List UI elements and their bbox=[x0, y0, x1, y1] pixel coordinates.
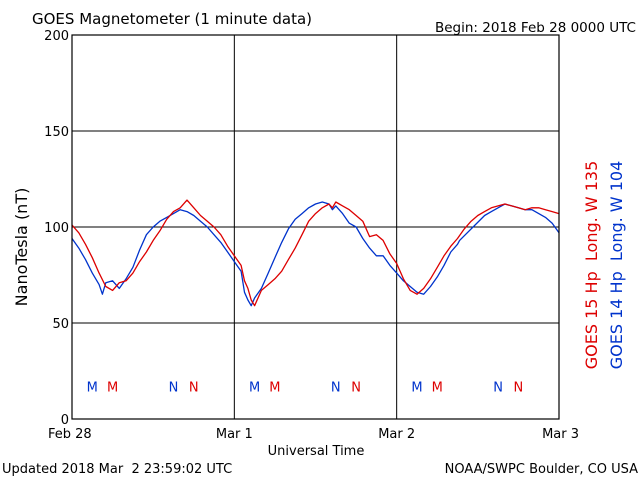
marker-m: M bbox=[432, 380, 443, 395]
marker-m: M bbox=[269, 380, 280, 395]
x-tick-label: Mar 3 bbox=[542, 427, 579, 442]
marker-n: N bbox=[351, 380, 361, 395]
x-tick-labels: Feb 28 Mar 1 Mar 2 Mar 3 bbox=[48, 427, 579, 442]
x-tick-label: Mar 2 bbox=[378, 427, 415, 442]
legend-goes-15: GOES 15 Hp Long. W 135 bbox=[582, 161, 601, 369]
x-tick-label: Mar 1 bbox=[216, 427, 253, 442]
series-line-1 bbox=[71, 199, 560, 307]
chart-title: GOES Magnetometer (1 minute data) bbox=[32, 10, 312, 28]
y-tick-label: 150 bbox=[44, 125, 69, 140]
y-tick-label: 0 bbox=[61, 413, 69, 428]
legend-goes-14: GOES 14 Hp Long. W 104 bbox=[607, 161, 626, 369]
marker-m: M bbox=[87, 380, 98, 395]
updated-timestamp: Updated 2018 Mar 2 23:59:02 UTC bbox=[2, 462, 232, 477]
marker-n: N bbox=[331, 380, 341, 395]
marker-n: N bbox=[189, 380, 199, 395]
begin-time: Begin: 2018 Feb 28 0000 UTC bbox=[435, 20, 636, 36]
marker-n: N bbox=[493, 380, 503, 395]
x-axis-label: Universal Time bbox=[268, 444, 365, 459]
y-tick-label: 50 bbox=[52, 317, 69, 332]
marker-m: M bbox=[249, 380, 260, 395]
y-tick-label: 200 bbox=[44, 29, 69, 44]
y-axis-label: NanoTesla (nT) bbox=[12, 188, 31, 307]
marker-m: M bbox=[107, 380, 118, 395]
marker-n: N bbox=[514, 380, 524, 395]
source-credit: NOAA/SWPC Boulder, CO USA bbox=[445, 462, 638, 477]
y-tick-label: 100 bbox=[44, 221, 69, 236]
grid bbox=[72, 35, 559, 419]
series-lines bbox=[71, 199, 560, 307]
marker-n: N bbox=[169, 380, 179, 395]
marker-m: M bbox=[411, 380, 422, 395]
series-line-2 bbox=[71, 201, 560, 307]
x-tick-label: Feb 28 bbox=[48, 427, 92, 442]
y-tick-labels: 0 50 100 150 200 bbox=[44, 29, 69, 428]
plot-frame bbox=[71, 34, 560, 420]
